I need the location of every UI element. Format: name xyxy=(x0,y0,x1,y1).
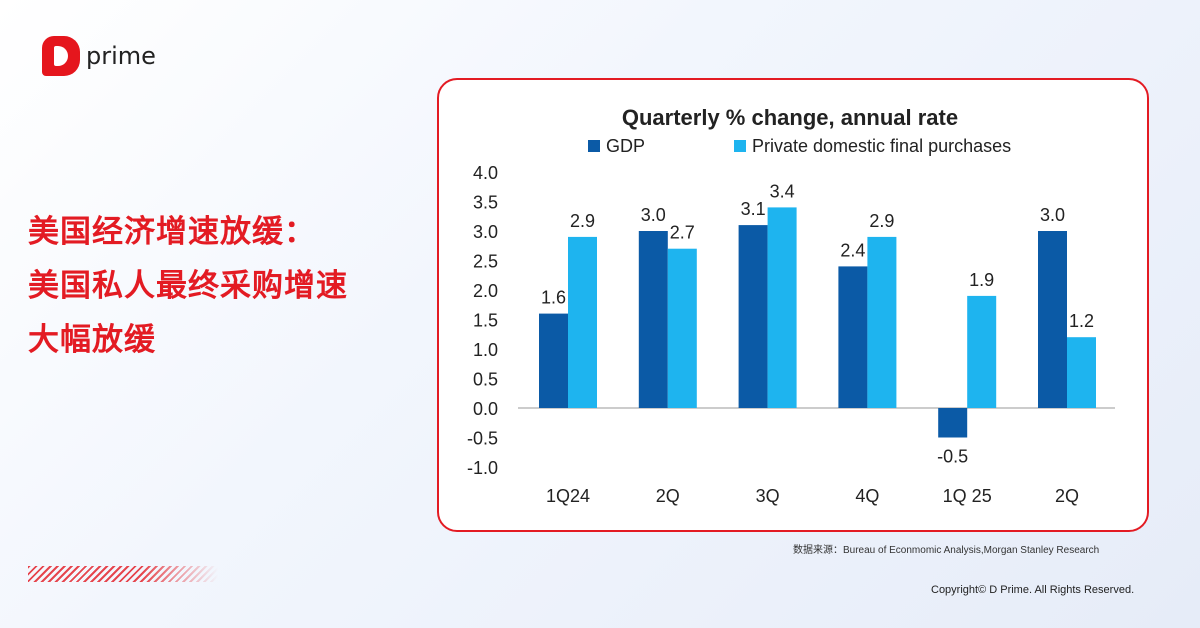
bar-gdp xyxy=(838,266,868,408)
y-tick-label: 1.0 xyxy=(473,340,498,360)
x-tick-label: 2Q xyxy=(656,486,680,506)
y-tick-label: -0.5 xyxy=(467,429,498,449)
headline-line: 美国经济增速放缓： xyxy=(28,214,316,249)
y-tick-label: 3.0 xyxy=(473,222,498,242)
brand-logo: prime xyxy=(42,36,156,76)
data-label: 2.9 xyxy=(869,211,894,231)
bar-gdp xyxy=(539,313,568,408)
bar-gdp xyxy=(638,231,668,408)
bar-gdp xyxy=(738,225,768,408)
logo-mark-icon xyxy=(42,36,80,76)
bar-gdp xyxy=(938,408,968,438)
bar-private xyxy=(1067,337,1096,408)
y-tick-label: 2.5 xyxy=(473,252,498,272)
legend-label-private: Private domestic final purchases xyxy=(752,136,1011,156)
data-label: 2.9 xyxy=(570,211,595,231)
data-source: 数据来源：Bureau of Econmomic Analysis,Morgan… xyxy=(793,545,1100,556)
headline: 美国经济增速放缓： 美国私人最终采购增速 大幅放缓 xyxy=(28,205,348,367)
data-label: 1.9 xyxy=(969,270,994,290)
x-tick-label: 4Q xyxy=(855,486,879,506)
brand-name: prime xyxy=(86,42,156,70)
bar-private xyxy=(667,248,697,408)
data-label: 3.0 xyxy=(641,205,666,225)
y-tick-label: 0.0 xyxy=(473,399,498,419)
data-label: -0.5 xyxy=(937,447,968,467)
y-tick-label: 2.0 xyxy=(473,281,498,301)
legend-label-gdp: GDP xyxy=(606,136,645,156)
decorative-stripe xyxy=(28,566,218,582)
copyright: Copyright© D Prime. All Rights Reserved. xyxy=(931,584,1135,596)
data-label: 2.4 xyxy=(840,240,865,260)
legend-swatch-gdp xyxy=(588,140,600,152)
data-label: 3.0 xyxy=(1040,205,1065,225)
y-tick-label: 3.5 xyxy=(473,193,498,213)
headline-line: 美国私人最终采购增速 xyxy=(28,268,348,303)
y-tick-label: 0.5 xyxy=(473,370,498,390)
x-tick-label: 1Q24 xyxy=(546,486,590,506)
bar-private xyxy=(767,207,797,408)
x-tick-label: 1Q 25 xyxy=(943,486,992,506)
chart-title: Quarterly % change, annual rate xyxy=(622,105,958,130)
bar-private xyxy=(568,236,597,408)
data-label: 3.1 xyxy=(741,199,766,219)
x-tick-label: 2Q xyxy=(1055,486,1079,506)
x-tick-label: 3Q xyxy=(756,486,780,506)
bar-gdp xyxy=(1038,231,1067,408)
y-tick-label: 4.0 xyxy=(473,163,498,183)
data-label: 1.6 xyxy=(541,288,566,308)
data-label: 2.7 xyxy=(670,223,695,243)
y-tick-label: -1.0 xyxy=(467,458,498,478)
bar-private xyxy=(867,236,897,408)
data-label: 1.2 xyxy=(1069,311,1094,331)
headline-line: 大幅放缓 xyxy=(28,322,156,357)
y-tick-label: 1.5 xyxy=(473,311,498,331)
legend-swatch-private xyxy=(734,140,746,152)
data-label: 3.4 xyxy=(770,181,795,201)
bar-private xyxy=(967,295,997,408)
